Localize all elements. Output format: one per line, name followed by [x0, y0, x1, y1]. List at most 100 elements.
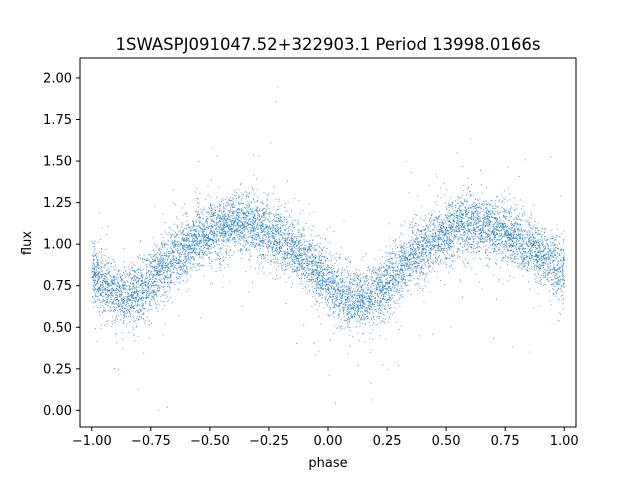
data-point — [297, 231, 299, 233]
data-point — [542, 262, 544, 264]
data-point — [516, 240, 518, 242]
data-point — [240, 184, 242, 186]
data-point — [324, 288, 326, 290]
data-point — [344, 284, 346, 286]
data-point — [159, 254, 161, 256]
data-point — [323, 273, 325, 275]
data-point — [100, 268, 102, 270]
data-point — [470, 216, 472, 218]
data-point — [429, 245, 431, 247]
data-point — [184, 251, 186, 253]
data-point — [263, 245, 265, 247]
data-point — [287, 253, 289, 255]
data-point — [247, 224, 249, 226]
data-point — [112, 258, 114, 260]
data-point — [483, 218, 485, 220]
data-point — [254, 201, 256, 203]
data-point — [486, 209, 488, 211]
data-point — [95, 254, 97, 256]
data-point — [123, 301, 125, 303]
data-point — [280, 234, 282, 236]
data-point — [386, 283, 388, 285]
data-point — [366, 275, 368, 277]
data-point — [201, 236, 203, 238]
data-point — [401, 269, 403, 271]
data-point — [340, 300, 342, 302]
data-point — [93, 272, 95, 274]
data-point — [556, 235, 558, 237]
data-point — [513, 234, 515, 236]
data-point — [377, 309, 379, 311]
data-point — [338, 315, 340, 317]
data-point — [411, 257, 413, 259]
data-point — [204, 224, 206, 226]
data-point — [477, 246, 479, 248]
data-point — [459, 231, 461, 233]
data-point — [426, 244, 428, 246]
data-point — [448, 232, 450, 234]
data-point — [486, 249, 488, 251]
data-point — [526, 252, 528, 254]
data-point — [333, 274, 335, 276]
data-point — [222, 220, 224, 222]
data-point — [149, 265, 151, 267]
data-point — [384, 274, 386, 276]
data-point — [328, 291, 330, 293]
data-point — [363, 306, 365, 308]
data-point — [233, 226, 235, 228]
data-point — [544, 254, 546, 256]
data-point — [418, 243, 420, 245]
data-point — [346, 271, 348, 273]
data-point — [237, 219, 239, 221]
data-point — [187, 248, 189, 250]
data-point — [93, 285, 95, 287]
data-point — [167, 239, 169, 241]
data-point — [137, 295, 139, 297]
data-point — [223, 230, 225, 232]
data-point — [395, 288, 397, 290]
data-point — [431, 229, 433, 231]
data-point — [400, 278, 402, 280]
data-point — [315, 254, 317, 256]
data-point — [206, 211, 208, 213]
data-point — [440, 247, 442, 249]
data-point — [152, 289, 154, 291]
data-point — [508, 193, 510, 195]
data-point — [490, 204, 492, 206]
data-point — [371, 273, 372, 275]
data-point — [342, 294, 344, 296]
data-point — [395, 282, 397, 284]
data-point — [150, 284, 152, 286]
data-point — [470, 223, 472, 225]
data-point — [287, 237, 289, 239]
data-point — [536, 247, 538, 249]
data-point — [202, 239, 204, 241]
data-point — [179, 245, 181, 247]
data-point — [485, 218, 487, 220]
data-point — [386, 282, 388, 284]
data-point — [406, 243, 408, 245]
data-point — [131, 302, 133, 304]
data-point — [438, 239, 440, 241]
data-point — [126, 300, 128, 302]
data-point — [474, 228, 476, 230]
data-point — [155, 281, 157, 283]
data-point — [531, 246, 533, 248]
data-point — [305, 269, 307, 271]
data-point — [289, 276, 291, 278]
data-point — [387, 283, 389, 285]
data-point — [154, 267, 156, 269]
data-point — [506, 229, 508, 231]
data-point — [312, 255, 313, 257]
data-point — [547, 247, 549, 249]
data-point — [322, 279, 324, 281]
data-point — [98, 311, 100, 313]
data-point — [453, 213, 455, 215]
data-point — [478, 212, 480, 214]
data-point — [122, 301, 124, 303]
data-point — [138, 290, 140, 292]
data-point — [538, 254, 540, 256]
data-point — [221, 254, 223, 256]
data-point — [209, 239, 211, 241]
data-point — [294, 254, 296, 256]
